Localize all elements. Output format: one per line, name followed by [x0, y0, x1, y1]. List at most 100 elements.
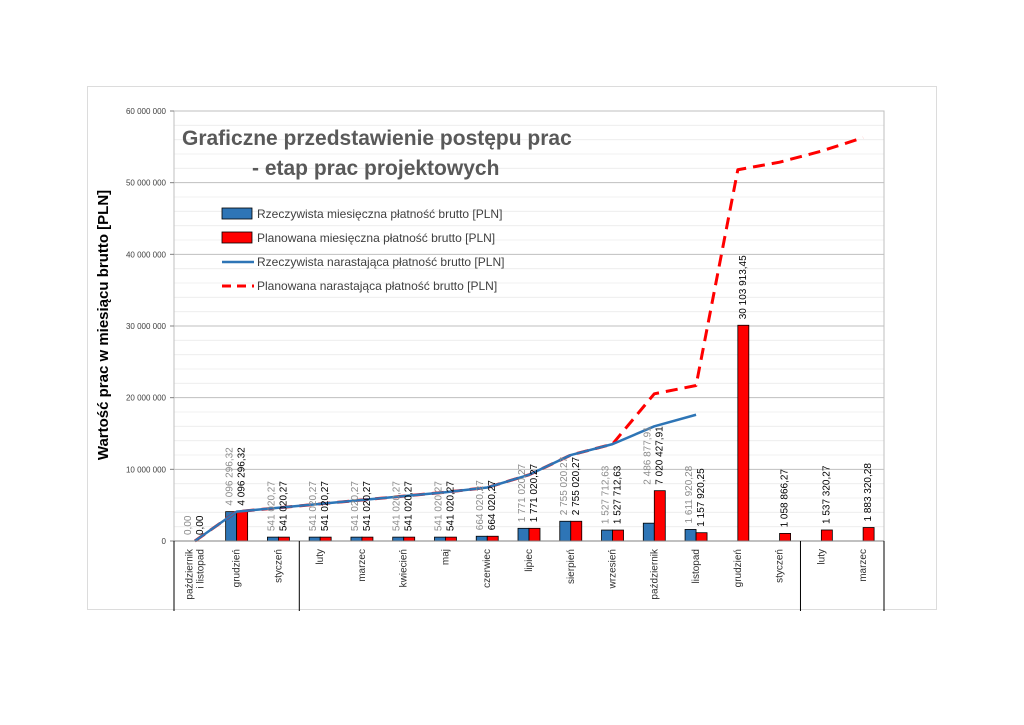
legend: Rzeczywista miesięczna płatność brutto [… — [221, 207, 504, 293]
y-axis: 0 10 000 000 20 000 000 30 000 000 40 000 00… — [126, 107, 174, 546]
legend-swatch-0 — [221, 207, 253, 220]
data-label-planned-10: 1 527 712,63 — [613, 465, 624, 524]
bar-actual-2 — [267, 536, 279, 542]
data-label-actual-9: 2 755 020,27 — [559, 456, 570, 515]
data-label-planned-16: 1 883 320,28 — [863, 463, 874, 522]
chart-subtitle: - etap prac projektowych — [252, 157, 499, 180]
category-label-10: wrzesień — [608, 549, 619, 589]
y-tick-label: 0 — [162, 537, 167, 546]
bar-planned-12 — [695, 532, 708, 542]
x-axis: październik i listopad grudzień styczeń luty… — [173, 540, 885, 611]
legend-label-3: Planowana narastająca płatność brutto [P… — [257, 279, 497, 293]
category-label-4: marzec — [357, 549, 368, 582]
data-label-actual-0: 0,00 — [183, 515, 194, 535]
line-actual-cumulative — [194, 413, 697, 543]
legend-label-2: Rzeczywista narastająca płatność brutto … — [257, 255, 504, 269]
data-label-planned-12: 1 157 920,25 — [696, 468, 707, 527]
category-label-15: luty — [816, 549, 827, 565]
category-label-16: marzec — [858, 549, 869, 582]
data-label-actual-12: 1 611 920,28 — [684, 465, 695, 523]
data-label-planned-13: 30 103 913,45 — [738, 255, 749, 319]
category-label-8: lipiec — [524, 549, 535, 572]
category-label-14: styczeń — [775, 549, 786, 583]
data-label-planned-2: 541 020,27 — [278, 481, 289, 531]
data-label-actual-8: 1 771 020,27 — [517, 463, 528, 522]
data-label-actual-2: 541 020,27 — [266, 481, 277, 531]
bar-actual-7 — [475, 535, 488, 542]
data-label-planned-5: 541 020,27 — [404, 481, 415, 531]
bar-planned-14 — [779, 533, 791, 542]
data-label-planned-8: 1 771 020,27 — [529, 463, 540, 522]
bar-planned-8 — [528, 527, 541, 542]
data-label-planned-7: 664 020,27 — [487, 480, 498, 530]
y-tick-label: 20 000 000 — [126, 394, 167, 403]
bar-actual-8 — [517, 527, 530, 542]
y-axis-label: Wartość prac w miesiącu brutto [PLN] — [95, 190, 112, 460]
bar-planned-13 — [737, 324, 750, 542]
y-tick-label: 10 000 000 — [126, 465, 167, 474]
bar-planned-7 — [486, 535, 499, 542]
bar-actual-5 — [392, 536, 405, 542]
category-label-0: październik — [184, 548, 195, 600]
legend-swatch-1 — [221, 231, 253, 244]
bar-planned-9 — [570, 520, 583, 542]
data-label-planned-6: 541 020,27 — [445, 481, 456, 531]
chart-title: Graficzne przedstawienie postępu prac — [182, 127, 572, 150]
bar-planned-3 — [319, 536, 332, 542]
lines — [194, 136, 864, 543]
bars — [225, 324, 875, 542]
category-label-0: i listopad — [195, 549, 206, 588]
bar-planned-1 — [236, 511, 249, 542]
bar-actual-9 — [559, 520, 572, 542]
data-label-planned-14: 1 058 866,27 — [780, 469, 791, 528]
data-label-planned-1: 4 096 296,32 — [237, 447, 248, 506]
category-label-12: listopad — [691, 549, 702, 583]
category-label-11: październik — [649, 548, 660, 600]
data-label-planned-9: 2 755 020,27 — [571, 456, 582, 515]
bar-planned-16 — [862, 527, 875, 542]
y-tick-label: 50 000 000 — [126, 179, 167, 188]
y-tick-label: 40 000 000 — [126, 250, 167, 259]
category-label-5: kwiecień — [399, 549, 410, 587]
bar-actual-6 — [434, 536, 446, 542]
category-label-7: czerwiec — [482, 549, 493, 588]
data-label-actual-1: 4 096 296,32 — [225, 447, 236, 506]
data-label-actual-11: 2 486 877,91 — [642, 426, 653, 485]
bar-planned-2 — [278, 536, 290, 542]
data-label-planned-0: 0,00 — [195, 515, 206, 535]
data-label-actual-10: 1 527 712,63 — [601, 465, 612, 524]
category-label-1: grudzień — [232, 549, 243, 587]
y-tick-label: 60 000 000 — [126, 107, 167, 116]
legend-label-0: Rzeczywista miesięczna płatność brutto [… — [257, 207, 502, 221]
category-label-13: grudzień — [733, 549, 744, 587]
data-label-planned-4: 541 020,27 — [362, 481, 373, 531]
data-label-planned-15: 1 537 320,27 — [821, 465, 832, 524]
data-label-actual-4: 541 020,27 — [350, 481, 361, 531]
bar-planned-4 — [361, 536, 374, 542]
bar-actual-4 — [350, 536, 363, 542]
category-label-2: styczeń — [273, 549, 284, 583]
chart-frame — [87, 86, 937, 610]
data-label-actual-3: 541 020,27 — [308, 481, 319, 531]
y-tick-label: 30 000 000 — [126, 322, 167, 331]
data-labels: 0,00 0,00 4 096 296,32 4 096 296,32 541 020,… — [183, 255, 874, 535]
legend-label-1: Planowana miesięczna płatność brutto [PL… — [257, 231, 495, 245]
bar-actual-3 — [308, 536, 321, 542]
bar-planned-6 — [445, 536, 457, 542]
category-label-6: maj — [440, 549, 451, 565]
bar-planned-15 — [820, 529, 833, 542]
bar-planned-10 — [612, 529, 624, 542]
bar-planned-5 — [403, 536, 416, 542]
bar-actual-11 — [642, 522, 655, 542]
category-label-3: luty — [315, 549, 326, 565]
data-label-planned-11: 7 020 427,91 — [654, 426, 665, 485]
data-label-planned-3: 541 020,27 — [320, 481, 331, 531]
bar-actual-12 — [684, 529, 697, 542]
data-label-actual-7: 664 020,27 — [475, 480, 486, 530]
bar-actual-10 — [601, 529, 613, 542]
data-label-actual-5: 541 020,27 — [392, 481, 403, 531]
data-label-actual-6: 541 020,27 — [433, 481, 444, 531]
bar-planned-11 — [653, 490, 666, 542]
category-label-9: sierpień — [566, 549, 577, 584]
